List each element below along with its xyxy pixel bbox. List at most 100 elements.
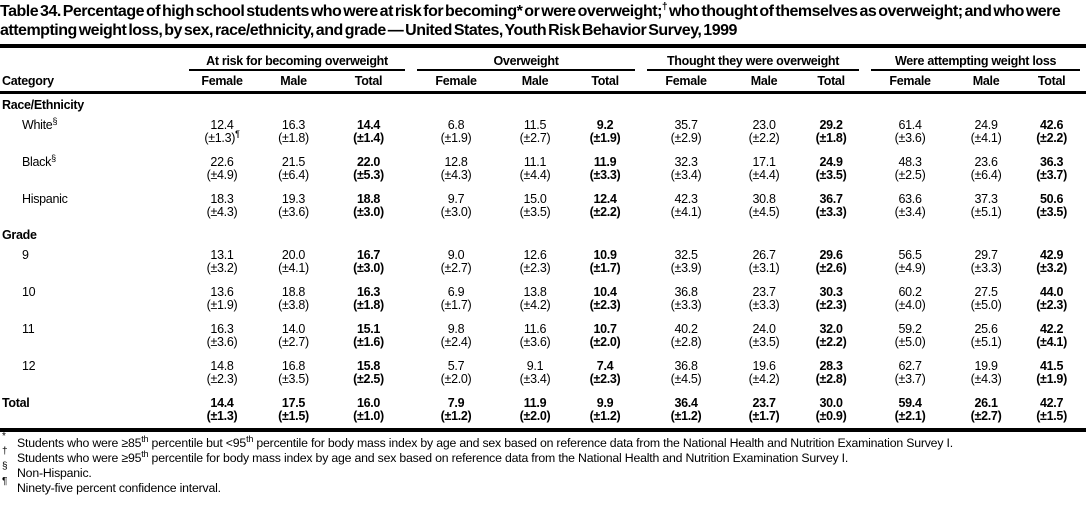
- value-cell: 26.1: [974, 396, 998, 410]
- ci-cell: (±5.1): [955, 336, 1017, 354]
- table-row-ci: (±4.3) (±3.6) (±3.0) (±3.0) (±3.5) (±2.2) (±4.…: [0, 206, 1086, 224]
- ci-value: (±6.4): [278, 168, 309, 182]
- value-cell: 16.0: [356, 396, 381, 410]
- value-cell: 24.9: [819, 155, 843, 169]
- ci-value: (±4.9): [206, 168, 238, 182]
- ci-value: (±1.9): [440, 131, 472, 145]
- ci-cell: (±1.9): [1017, 373, 1086, 391]
- table-row-ci: (±3.6) (±2.7) (±1.6) (±2.4) (±3.6) (±2.0) (±2.…: [0, 336, 1086, 354]
- table-row: White§ 12.4 16.3 14.4 6.8 11.5 9.2 35.7 23.0 29.2…: [0, 113, 1086, 132]
- ci-value: (±3.5): [519, 205, 551, 219]
- ci-cell: (±3.6): [501, 336, 569, 354]
- row-label: Black§: [0, 150, 183, 187]
- value-cell: 18.8: [281, 285, 306, 299]
- value-cell: 36.8: [674, 359, 698, 373]
- ci-cell: (±3.2): [183, 262, 261, 280]
- value-cell: 30.3: [819, 285, 843, 299]
- ci-cell: (±3.3): [955, 262, 1017, 280]
- ci-cell: (±1.5): [1017, 410, 1086, 428]
- table-row-ci: (±1.3)¶ (±1.8) (±1.4) (±1.9) (±2.7) (±1.9) (±2…: [0, 129, 1086, 150]
- footnotes: * Students who were ≥85th percentile but …: [0, 432, 1086, 496]
- value-cell: 11.1: [523, 155, 547, 169]
- ci-cell: (±5.3): [326, 169, 411, 187]
- value-cell: 59.4: [898, 396, 922, 410]
- column-header: Female: [411, 71, 502, 94]
- value-cell: 9.2: [596, 118, 614, 132]
- ci-cell: (±4.5): [731, 206, 797, 224]
- row-label: 10: [0, 280, 183, 317]
- value-cell: 60.2: [898, 285, 922, 299]
- column-header: Total: [569, 71, 642, 94]
- ci-cell: (±3.3): [569, 169, 641, 187]
- ci-cell: (±2.2): [797, 336, 865, 354]
- table-row-ci: (±1.3) (±1.5) (±1.0) (±1.2) (±2.0) (±1.2) (±1.…: [0, 410, 1086, 428]
- ci-cell: (±3.4): [501, 373, 569, 391]
- ci-value: (±1.9): [1036, 372, 1067, 386]
- ci-value: (±0.9): [815, 409, 847, 423]
- ci-value: (±3.5): [1036, 205, 1067, 219]
- value-cell: 42.6: [1040, 118, 1064, 132]
- ci-value: (±1.4): [353, 131, 384, 145]
- ci-cell: (±3.6): [183, 336, 261, 354]
- ci-value: (±4.2): [748, 372, 780, 386]
- value-cell: 24.9: [974, 118, 998, 132]
- ci-cell: (±3.3): [731, 299, 797, 317]
- table-row: 12 14.8 16.8 15.8 5.7 9.1 7.4 36.8 19.6 28.3 62.7 1…: [0, 354, 1086, 373]
- superscript-marker: §: [51, 152, 56, 163]
- value-cell: 21.5: [281, 155, 306, 169]
- ci-cell: (±6.4): [261, 169, 326, 187]
- ci-value: (±1.7): [589, 261, 621, 275]
- value-cell: 10.7: [593, 322, 617, 336]
- value-cell: 30.8: [752, 192, 776, 206]
- column-header: Total: [1017, 71, 1086, 94]
- value-cell: 62.7: [898, 359, 922, 373]
- ci-value: (±2.8): [670, 335, 702, 349]
- ci-cell: (±1.8): [797, 132, 865, 150]
- table-row: Hispanic 18.3 19.3 18.8 9.7 15.0 12.4 42.3 30.8 3…: [0, 187, 1086, 206]
- value-cell: 15.8: [356, 359, 381, 373]
- value-cell: 29.7: [974, 248, 998, 262]
- ci-cell: (±4.5): [641, 373, 731, 391]
- ci-value: (±2.2): [748, 131, 780, 145]
- row-label-text: Total: [2, 396, 30, 410]
- ci-cell: (±3.5): [731, 336, 797, 354]
- ci-cell: (±4.1): [955, 132, 1017, 150]
- ci-value: (±3.3): [589, 168, 621, 182]
- ci-cell: (±2.3): [183, 373, 261, 391]
- superscript-marker: th: [141, 433, 149, 444]
- superscript-marker: §: [52, 115, 58, 126]
- value-cell: 13.6: [210, 285, 234, 299]
- ci-cell: (±3.1): [731, 262, 797, 280]
- ci-value: (±4.3): [970, 372, 1002, 386]
- value-cell: 23.0: [752, 118, 776, 132]
- value-cell: 14.0: [281, 322, 306, 336]
- row-label-text: 12: [22, 359, 36, 373]
- group-header-spacer: [0, 48, 183, 71]
- row-label-text: 10: [22, 285, 36, 299]
- ci-value: (±3.7): [894, 372, 926, 386]
- section-row: Race/Ethnicity: [0, 93, 1086, 114]
- table-row: 10 13.6 18.8 16.3 6.9 13.8 10.4 36.8 23.7 30.3 60.…: [0, 280, 1086, 299]
- value-cell: 15.1: [356, 322, 381, 336]
- table-row-ci: (±2.3) (±3.5) (±2.5) (±2.0) (±3.4) (±2.3) (±4.…: [0, 373, 1086, 391]
- ci-cell: (±4.9): [865, 262, 955, 280]
- ci-value: (±2.3): [519, 261, 551, 275]
- value-cell: 7.4: [596, 359, 614, 373]
- ci-value: (±2.5): [353, 372, 384, 386]
- ci-value: (±4.2): [519, 298, 551, 312]
- value-cell: 18.3: [210, 192, 234, 206]
- value-cell: 63.6: [898, 192, 922, 206]
- ci-cell: (±1.2): [569, 410, 641, 428]
- value-cell: 41.5: [1040, 359, 1064, 373]
- ci-value: (±3.6): [206, 335, 238, 349]
- ci-cell: (±4.2): [501, 299, 569, 317]
- ci-cell: (±1.9): [183, 299, 261, 317]
- footnote: § Non-Hispanic.: [2, 461, 92, 481]
- ci-cell: (±3.5): [261, 373, 326, 391]
- column-header: Total: [326, 71, 412, 94]
- ci-value: (±3.3): [748, 298, 780, 312]
- ci-cell: (±1.0): [326, 410, 411, 428]
- ci-value: (±2.0): [589, 335, 621, 349]
- ci-value: (±2.2): [815, 335, 847, 349]
